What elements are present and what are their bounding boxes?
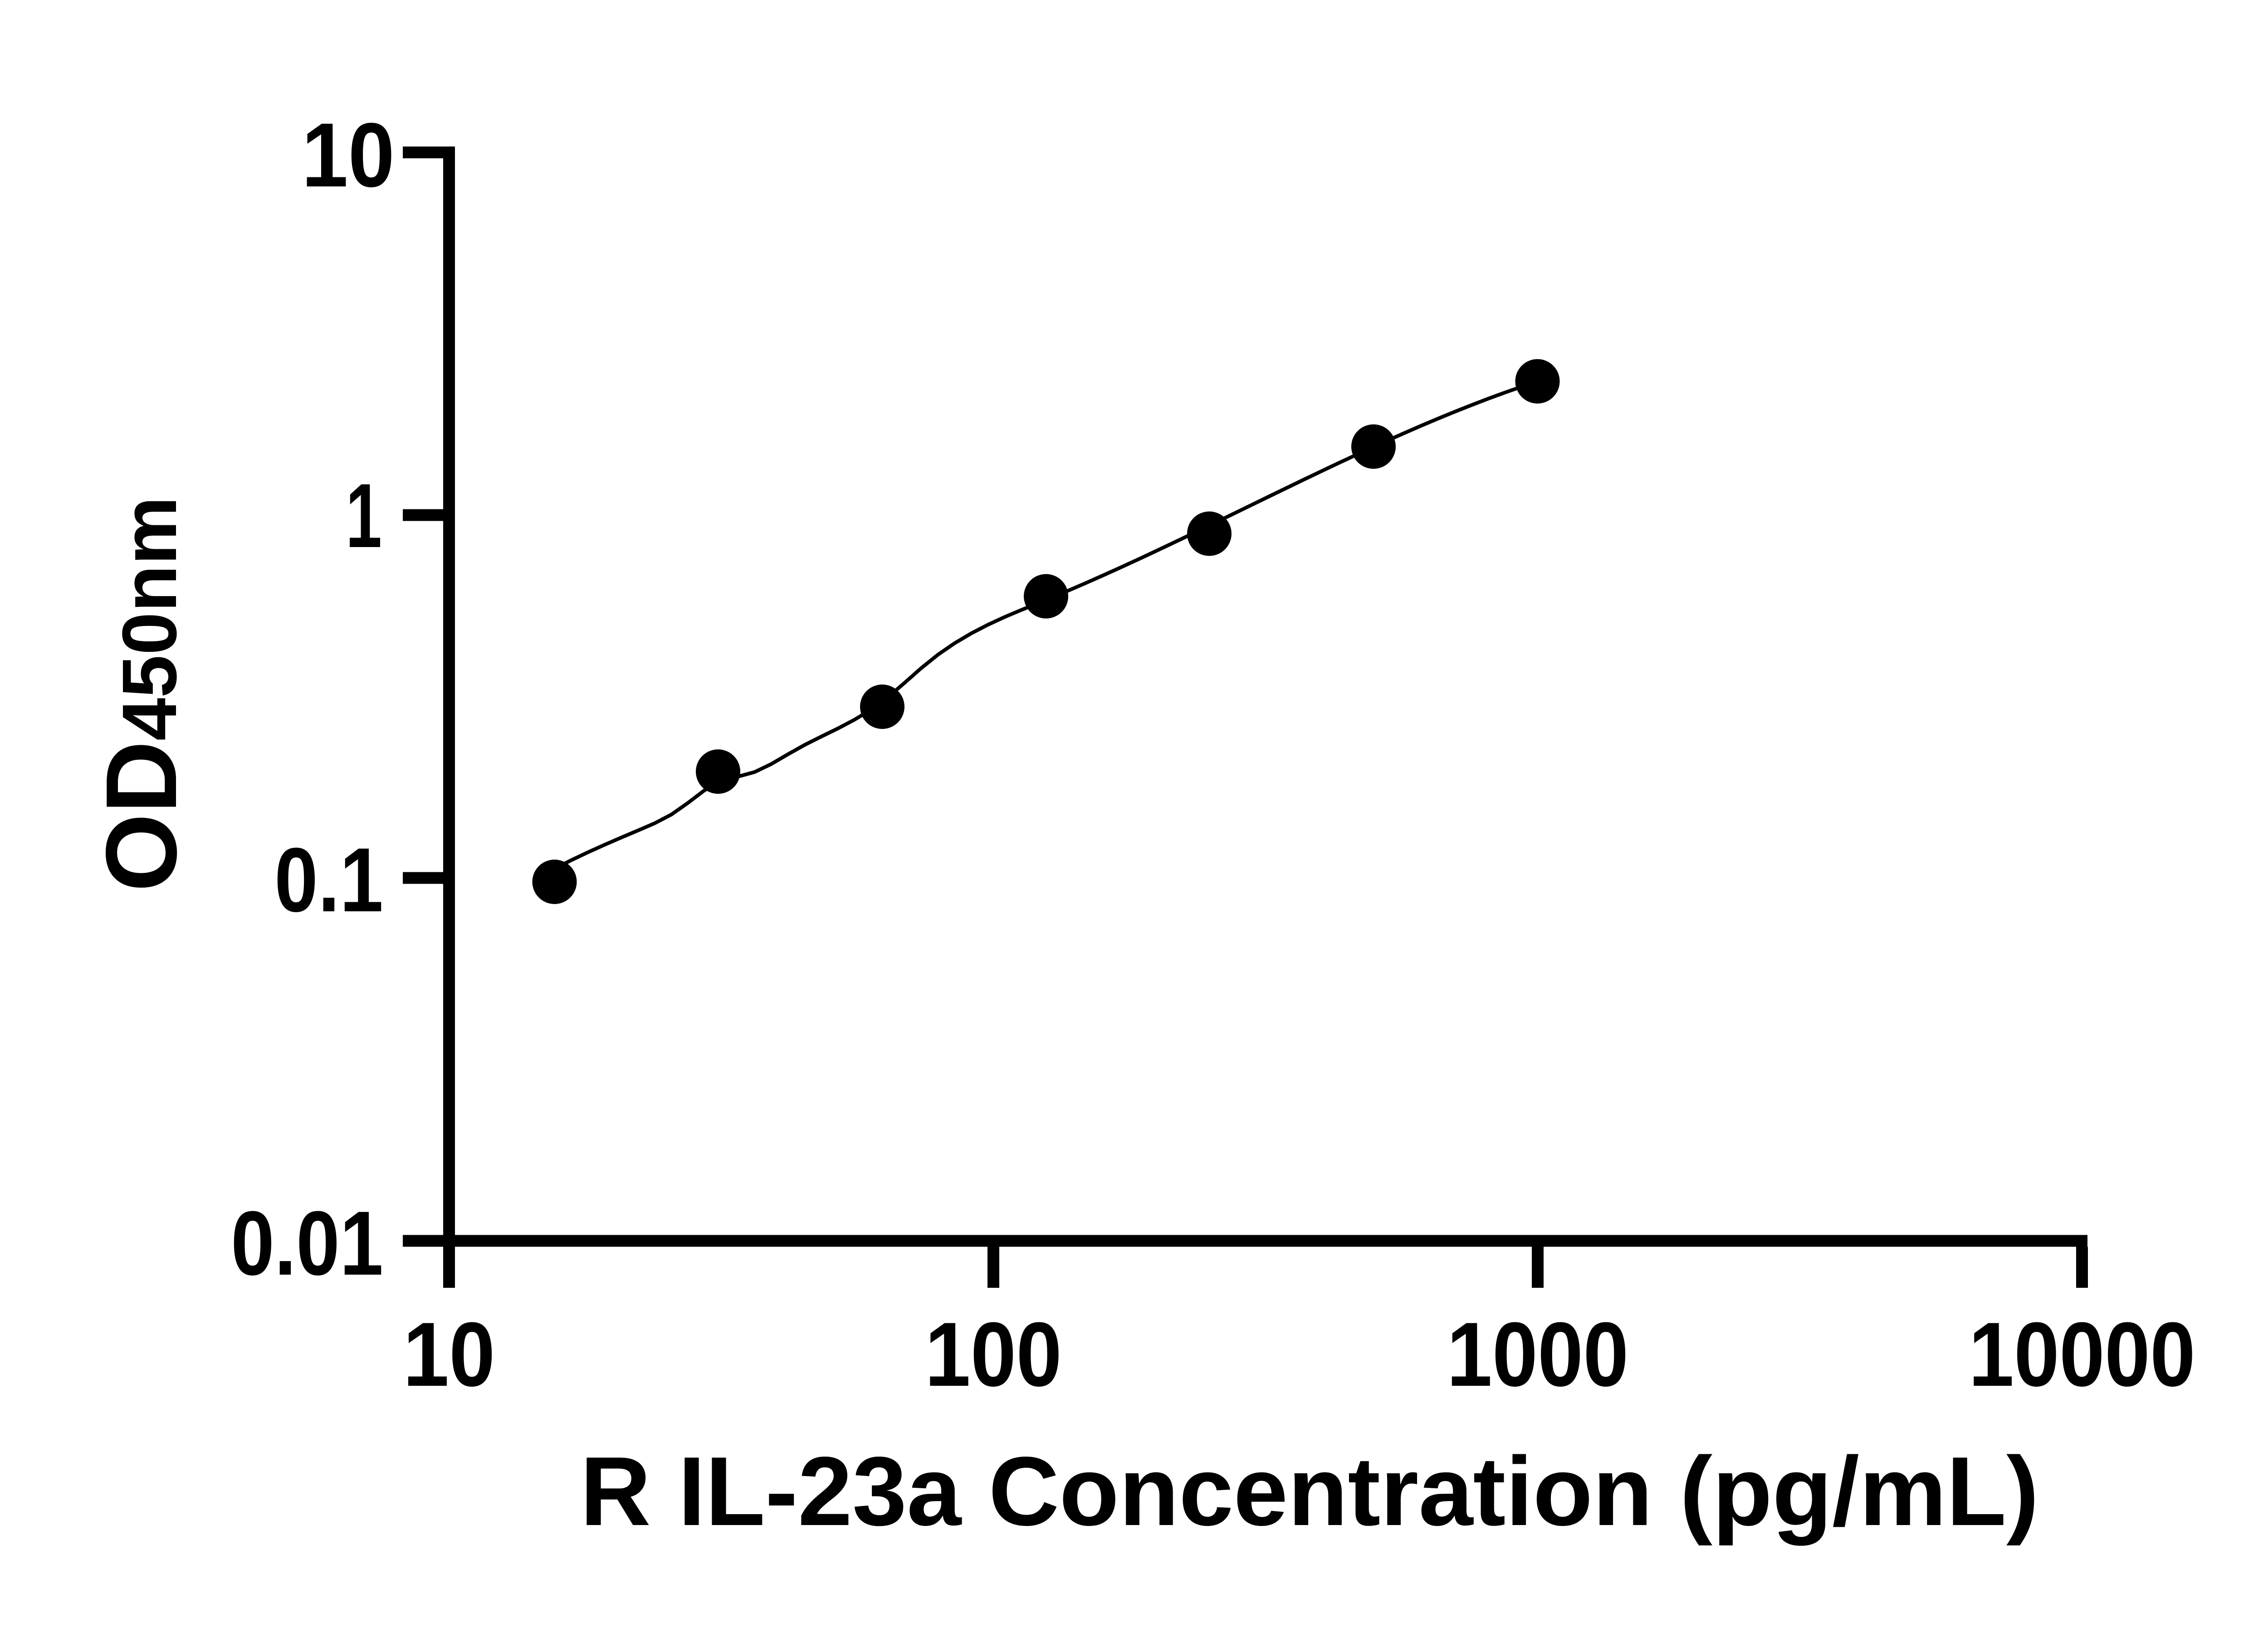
svg-text:10000: 10000 xyxy=(1969,1303,2195,1405)
svg-text:OD450nm: OD450nm xyxy=(85,496,198,892)
svg-text:100: 100 xyxy=(925,1303,1062,1405)
svg-text:R IL-23a Concentration (pg/mL): R IL-23a Concentration (pg/mL) xyxy=(580,1436,2039,1546)
svg-text:1: 1 xyxy=(346,464,382,567)
svg-text:0.01: 0.01 xyxy=(231,1192,383,1294)
svg-text:10: 10 xyxy=(302,104,395,206)
svg-text:0.1: 0.1 xyxy=(274,829,383,931)
svg-text:1000: 1000 xyxy=(1447,1303,1629,1405)
svg-text:10: 10 xyxy=(403,1303,495,1405)
